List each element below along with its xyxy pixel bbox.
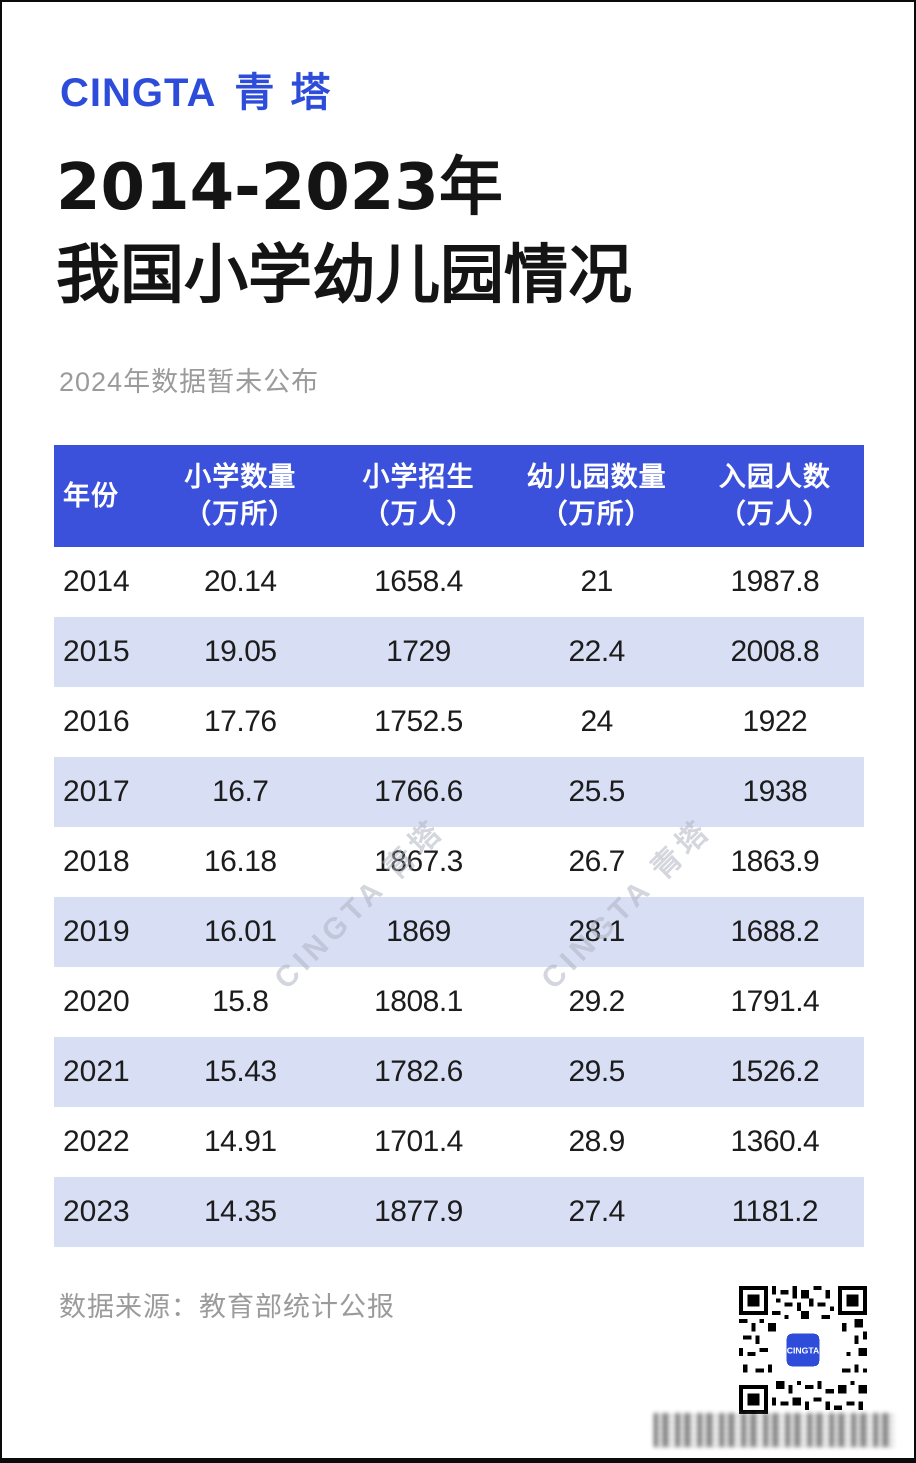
cell-kindergartens: 28.9 — [568, 1125, 625, 1158]
cell-primary-enrollment: 1766.6 — [374, 775, 463, 808]
cell-kindergartens: 25.5 — [568, 775, 625, 808]
cell-kindergarten-enrollment: 1922 — [742, 705, 808, 738]
cell-year: 2022 — [63, 1125, 130, 1158]
cell-kindergartens: 27.4 — [568, 1195, 625, 1228]
cell-year: 2018 — [63, 845, 130, 878]
cell-primary-enrollment: 1867.3 — [374, 845, 463, 878]
column-header-year: 年份 — [63, 480, 119, 511]
cell-kindergarten-enrollment: 1526.2 — [730, 1055, 820, 1088]
cell-kindergarten-enrollment: 1688.2 — [730, 915, 820, 948]
table-row: 2021 15.43 1782.6 29.5 1526.2 — [54, 1037, 864, 1107]
table-row: 2017 16.7 1766.6 25.5 1938 — [54, 757, 864, 827]
title-line-2: 我国小学幼儿园情况 — [56, 239, 632, 313]
cell-primary-schools: 14.35 — [203, 1195, 277, 1228]
cell-primary-enrollment: 1752.5 — [374, 705, 463, 738]
cell-kindergarten-enrollment: 1360.4 — [730, 1125, 820, 1158]
cell-primary-schools: 20.14 — [203, 565, 277, 598]
brand-logo: CINGTA 青塔 — [60, 60, 346, 118]
table-header-row: 年份 小学数量 （万所） 小学招生 （万人） 幼儿园数量 （万所） 入园人数 （… — [54, 445, 864, 547]
column-header-primary-enrollment: 小学招生 （万人） — [362, 462, 475, 529]
cell-primary-enrollment: 1808.1 — [374, 985, 463, 1018]
cell-kindergartens: 26.7 — [568, 845, 625, 878]
cell-year: 2017 — [63, 775, 130, 808]
cell-primary-enrollment: 1869 — [386, 915, 451, 948]
table-row: 2015 19.05 1729 22.4 2008.8 — [54, 617, 864, 687]
column-header-primary-schools: 小学数量 （万所） — [184, 462, 297, 529]
column-header-kindergartens: 幼儿园数量 （万所） — [526, 462, 667, 529]
subtitle-note: 2024年数据暂未公布 — [59, 367, 320, 397]
table-row: 2020 15.8 1808.1 29.2 1791.4 — [54, 967, 864, 1037]
cell-primary-schools: 16.7 — [212, 775, 269, 808]
cell-year: 2014 — [63, 565, 130, 598]
cell-kindergartens: 29.5 — [568, 1055, 625, 1088]
cell-kindergarten-enrollment: 1987.8 — [730, 565, 820, 598]
cell-year: 2023 — [63, 1195, 130, 1228]
cell-kindergarten-enrollment: 1791.4 — [730, 985, 820, 1018]
qr-center-logo-tile — [783, 1330, 823, 1370]
cell-primary-enrollment: 1877.9 — [374, 1195, 463, 1228]
cell-primary-schools: 16.01 — [203, 915, 277, 948]
title-line-1: 2014-2023年 — [56, 151, 503, 225]
cell-primary-schools: 14.91 — [203, 1125, 277, 1158]
column-header-kindergarten-enrollment: 入园人数 （万人） — [718, 462, 831, 529]
cell-year: 2021 — [63, 1055, 130, 1088]
qr-code: CINGTA — [735, 1282, 871, 1418]
cell-primary-schools: 19.05 — [203, 635, 277, 668]
cell-year: 2019 — [63, 915, 130, 948]
cell-kindergartens: 29.2 — [568, 985, 625, 1018]
cell-kindergartens: 21 — [580, 565, 613, 598]
cell-primary-enrollment: 1729 — [386, 635, 451, 668]
brand-logo-en: CINGTA — [60, 71, 217, 115]
cell-year: 2015 — [63, 635, 130, 668]
cell-kindergarten-enrollment: 1181.2 — [731, 1195, 819, 1228]
cell-primary-schools: 15.8 — [212, 985, 269, 1018]
cell-primary-schools: 15.43 — [203, 1055, 277, 1088]
cell-year: 2016 — [63, 705, 130, 738]
table-body: 2014 20.14 1658.4 21 1987.8 2015 19.05 1… — [54, 547, 864, 1247]
data-table: 年份 小学数量 （万所） 小学招生 （万人） 幼儿园数量 （万所） 入园人数 （… — [54, 445, 864, 1247]
cell-kindergarten-enrollment: 1938 — [742, 775, 808, 808]
table-row: 2019 16.01 1869 28.1 1688.2 — [54, 897, 864, 967]
cell-primary-enrollment: 1701.4 — [374, 1125, 463, 1158]
cell-primary-enrollment: 1782.6 — [374, 1055, 463, 1088]
qr-center-logo-text: CINGTA — [787, 1346, 820, 1356]
cell-year: 2020 — [63, 985, 130, 1018]
cell-kindergarten-enrollment: 1863.9 — [730, 845, 820, 878]
cell-kindergarten-enrollment: 2008.8 — [730, 635, 820, 668]
page-title: 2014-2023年 我国小学幼儿园情况 — [56, 144, 632, 320]
table-row: 2023 14.35 1877.9 27.4 1181.2 — [54, 1177, 864, 1247]
data-source-note: 数据来源：教育部统计公报 — [59, 1292, 395, 1322]
table-row: 2018 16.18 1867.3 26.7 1863.9 — [54, 827, 864, 897]
blurred-watermark-artifact — [654, 1413, 894, 1447]
cell-kindergartens: 22.4 — [568, 635, 625, 668]
cell-primary-schools: 17.76 — [203, 705, 277, 738]
cell-kindergartens: 24 — [580, 705, 613, 738]
cell-primary-enrollment: 1658.4 — [374, 565, 463, 598]
table-row: 2014 20.14 1658.4 21 1987.8 — [54, 547, 864, 617]
table-row: 2016 17.76 1752.5 24 1922 — [54, 687, 864, 757]
table-row: 2022 14.91 1701.4 28.9 1360.4 — [54, 1107, 864, 1177]
cell-kindergartens: 28.1 — [568, 915, 625, 948]
brand-logo-cn: 青塔 — [234, 71, 347, 115]
cell-primary-schools: 16.18 — [203, 845, 277, 878]
